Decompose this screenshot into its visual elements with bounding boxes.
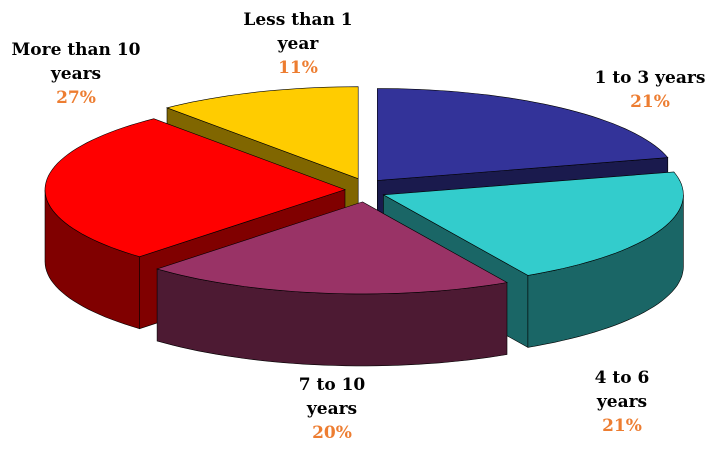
category-name: 7 to 10 years xyxy=(298,375,366,419)
slice-top xyxy=(44,118,346,258)
slice-top xyxy=(382,171,684,276)
slice-label: 1 to 3 years 21% xyxy=(575,66,721,114)
category-name: 1 to 3 years xyxy=(594,68,706,88)
slice-top xyxy=(156,201,508,295)
slice-top xyxy=(165,86,359,180)
slice-label: Less than 1 year 11% xyxy=(228,8,368,80)
category-name: 4 to 6 years xyxy=(594,368,650,412)
pie-slice xyxy=(156,201,508,367)
value-label: 11% xyxy=(278,58,318,78)
slice-label: 4 to 6 years 21% xyxy=(577,366,667,438)
category-name: More than 10 years xyxy=(11,40,141,84)
slice-top xyxy=(377,88,669,181)
slice-label: More than 10 years 27% xyxy=(11,38,141,110)
value-label: 21% xyxy=(630,92,670,112)
slice-label: 7 to 10 years 20% xyxy=(277,373,387,445)
category-name: Less than 1 year xyxy=(243,10,353,54)
value-label: 21% xyxy=(602,416,642,436)
value-label: 20% xyxy=(312,423,352,443)
value-label: 27% xyxy=(56,88,96,108)
